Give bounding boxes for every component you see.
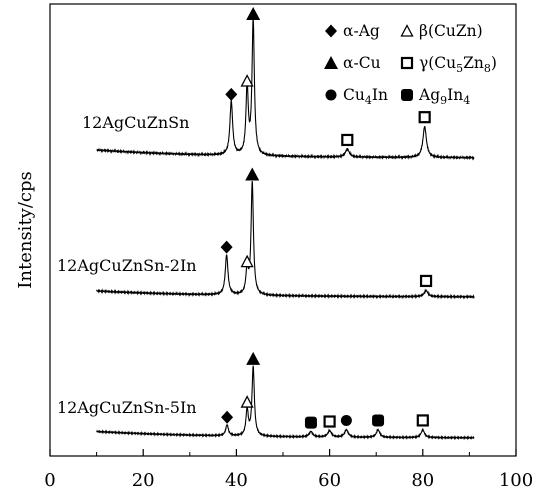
series-1: 12AgCuZnSn — [82, 7, 475, 161]
legend-marker — [400, 24, 414, 37]
legend-entry: Cu4In — [343, 86, 388, 107]
phase-marker — [245, 167, 260, 181]
x-tick-label: 20 — [132, 470, 155, 491]
phase-marker — [225, 87, 238, 101]
phase-marker — [419, 274, 433, 288]
legend-entry: α-Cu — [343, 54, 381, 72]
phase-marker — [340, 414, 352, 426]
phase-marker — [341, 133, 354, 147]
x-tick-label: 100 — [499, 470, 533, 491]
legend-marker — [401, 89, 413, 101]
phase-marker — [240, 395, 254, 408]
series-2: 12AgCuZnSn-2In — [57, 167, 475, 300]
phase-marker — [304, 416, 317, 429]
series-line — [96, 181, 475, 300]
series-group: 12AgCuZnSn 12AgCuZnSn-2In 12AgCuZnSn-5In — [57, 7, 475, 441]
series-line — [96, 18, 475, 161]
phase-marker — [246, 351, 261, 365]
series-line — [96, 365, 475, 441]
phase-marker — [416, 414, 429, 427]
legend-entry: γ(Cu5Zn8) — [419, 54, 497, 75]
series-label: 12AgCuZnSn — [82, 113, 189, 132]
legend-marker — [324, 56, 338, 69]
legend-entry: α-Ag — [343, 22, 380, 40]
legend: α-Ag β(CuZn) α-Cu γ(Cu5Zn8) Cu4In Ag9In4 — [324, 22, 497, 107]
x-tick-label: 0 — [44, 470, 55, 491]
x-axis-tick-labels: 0 20 40 60 80 100 — [44, 470, 533, 491]
y-axis-label: Intensity/cps — [15, 171, 36, 288]
legend-marker — [325, 89, 337, 101]
series-3: 12AgCuZnSn-5In — [57, 351, 475, 441]
legend-marker — [325, 24, 337, 38]
phase-marker — [372, 414, 385, 427]
legend-entry: β(CuZn) — [419, 22, 483, 40]
phase-marker — [220, 240, 233, 254]
phase-marker — [240, 74, 254, 87]
x-tick-label: 60 — [318, 470, 341, 491]
phase-marker — [418, 111, 431, 124]
series-label: 12AgCuZnSn-5In — [57, 398, 197, 417]
x-axis-ticks — [49, 449, 517, 456]
x-tick-label: 80 — [411, 470, 434, 491]
phase-marker — [221, 410, 234, 424]
phase-marker — [240, 254, 254, 268]
series-label: 12AgCuZnSn-2In — [57, 256, 197, 275]
phase-marker — [246, 7, 261, 20]
legend-entry: Ag9In4 — [418, 86, 470, 107]
legend-marker — [400, 56, 414, 70]
x-tick-label: 40 — [225, 470, 248, 491]
phase-marker — [323, 415, 336, 428]
